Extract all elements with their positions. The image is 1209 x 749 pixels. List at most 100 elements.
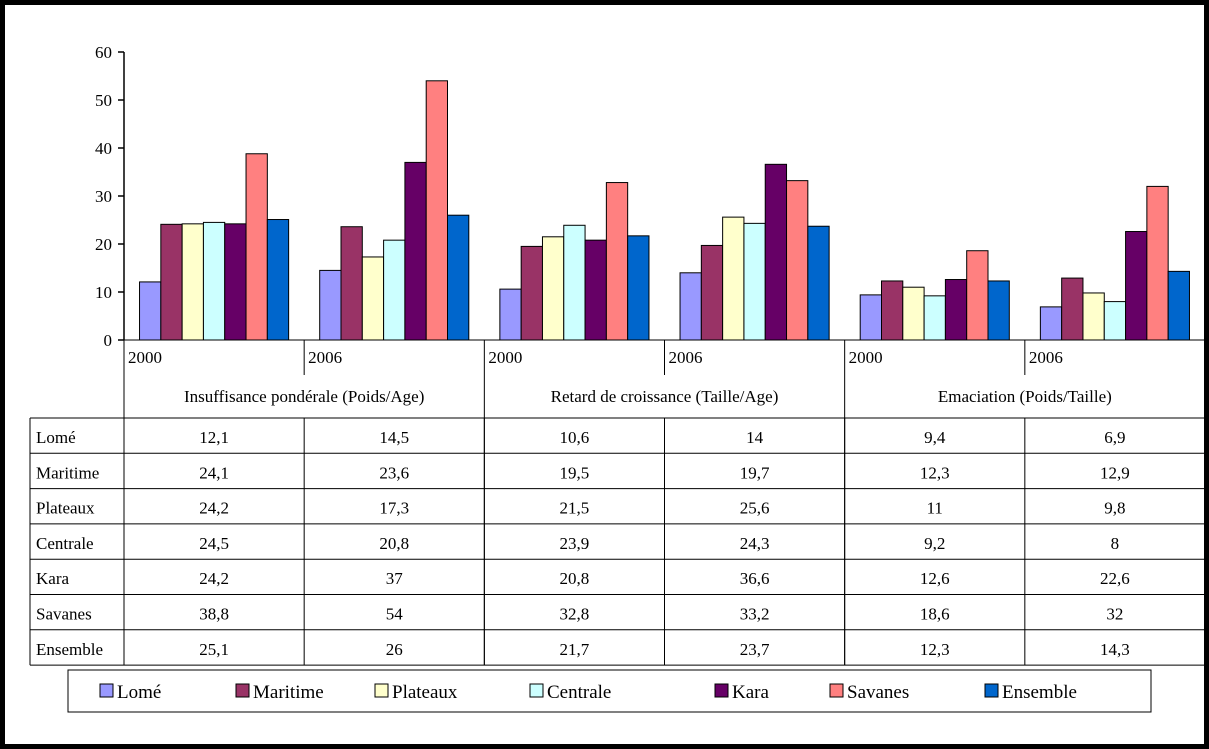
- legend-label: Kara: [732, 682, 769, 703]
- bar: [786, 180, 809, 341]
- x-category-label: 2006: [1029, 348, 1063, 367]
- data-label: 14,5: [379, 428, 409, 447]
- data-label: 8: [1111, 534, 1120, 553]
- legend-swatch: [984, 683, 999, 698]
- x-category-label: 2006: [669, 348, 703, 367]
- bar: [902, 286, 925, 341]
- data-label: 21,7: [560, 640, 590, 659]
- y-tick-label: 0: [104, 331, 113, 350]
- data-label: 22,6: [1100, 569, 1130, 588]
- bar: [966, 250, 989, 341]
- y-tick-label: 20: [95, 235, 112, 254]
- data-label: 37: [386, 569, 404, 588]
- table-row-header: Ensemble: [36, 640, 103, 659]
- data-label: 9,8: [1104, 499, 1125, 518]
- bar: [139, 281, 162, 341]
- legend-label: Centrale: [547, 682, 611, 703]
- bar: [807, 225, 830, 341]
- bar: [541, 236, 565, 341]
- data-label: 19,7: [740, 463, 770, 482]
- x-category-label: 2000: [128, 348, 162, 367]
- data-label: 20,8: [560, 569, 590, 588]
- bar: [520, 245, 543, 341]
- data-label: 32,8: [560, 605, 590, 624]
- bar: [202, 221, 226, 341]
- data-label: 24,5: [199, 534, 229, 553]
- data-label: 9,2: [924, 534, 945, 553]
- bar: [404, 161, 427, 341]
- bar: [1146, 185, 1169, 341]
- data-label: 24,2: [199, 499, 229, 518]
- data-label: 12,3: [920, 640, 950, 659]
- data-label: 6,9: [1104, 428, 1125, 447]
- bar: [1103, 301, 1127, 341]
- bar: [1061, 277, 1084, 341]
- bar: [584, 239, 607, 341]
- bar: [944, 279, 968, 341]
- x-category-label: 2000: [488, 348, 522, 367]
- data-label: 25,6: [740, 499, 770, 518]
- bar: [160, 223, 183, 341]
- legend-label: Savanes: [847, 682, 909, 703]
- legend-swatch: [99, 683, 114, 698]
- data-label: 32: [1106, 605, 1123, 624]
- legend-label: Maritime: [253, 682, 324, 703]
- bar: [700, 244, 724, 341]
- data-label: 23,6: [379, 463, 409, 482]
- table-row-header: Lomé: [36, 428, 76, 447]
- data-label: 11: [927, 499, 943, 518]
- data-label: 12,1: [199, 428, 229, 447]
- bar: [245, 153, 268, 341]
- bar: [1082, 292, 1105, 341]
- legend-swatch: [235, 683, 250, 698]
- data-label: 26: [386, 640, 403, 659]
- data-label: 36,6: [740, 569, 770, 588]
- y-tick-label: 30: [95, 187, 112, 206]
- bar: [881, 280, 904, 341]
- data-label: 19,5: [560, 463, 590, 482]
- bar: [383, 239, 406, 341]
- data-label: 33,2: [740, 605, 770, 624]
- data-label: 12,3: [920, 463, 950, 482]
- data-label: 9,4: [924, 428, 946, 447]
- bar: [340, 226, 363, 341]
- y-tick-label: 50: [95, 91, 112, 110]
- data-label: 38,8: [199, 605, 229, 624]
- data-label: 54: [386, 605, 404, 624]
- legend-swatch: [714, 683, 729, 698]
- bar: [1167, 270, 1190, 341]
- table-row-header: Kara: [36, 569, 69, 588]
- bar: [605, 182, 629, 341]
- bar: [181, 223, 204, 341]
- bar: [425, 80, 449, 341]
- data-label: 24,2: [199, 569, 229, 588]
- data-label: 23,9: [560, 534, 590, 553]
- data-label: 24,1: [199, 463, 229, 482]
- bar: [679, 272, 702, 341]
- legend-label: Lomé: [117, 682, 161, 703]
- data-label: 12,9: [1100, 463, 1130, 482]
- bar: [743, 222, 766, 341]
- data-label: 18,6: [920, 605, 950, 624]
- y-axis: 0 10 20 30 40 50 60: [95, 43, 125, 350]
- bar: [1125, 231, 1148, 341]
- bar: [499, 288, 522, 341]
- data-label: 10,6: [560, 428, 590, 447]
- bar: [361, 256, 385, 341]
- table-row-header: Savanes: [36, 605, 92, 624]
- data-label: 12,6: [920, 569, 950, 588]
- table-row-header: Plateaux: [36, 499, 95, 518]
- bar: [224, 223, 247, 341]
- data-label: 14,3: [1100, 640, 1130, 659]
- bars: [139, 80, 1190, 341]
- data-label: 14: [746, 428, 764, 447]
- table-row-header: Maritime: [36, 463, 99, 482]
- y-tick-label: 10: [95, 283, 112, 302]
- bar: [764, 163, 788, 341]
- legend-swatch: [374, 683, 389, 698]
- bar: [627, 235, 650, 341]
- table-row-header: Centrale: [36, 534, 94, 553]
- bar: [859, 294, 883, 341]
- legend-label: Ensemble: [1002, 682, 1077, 703]
